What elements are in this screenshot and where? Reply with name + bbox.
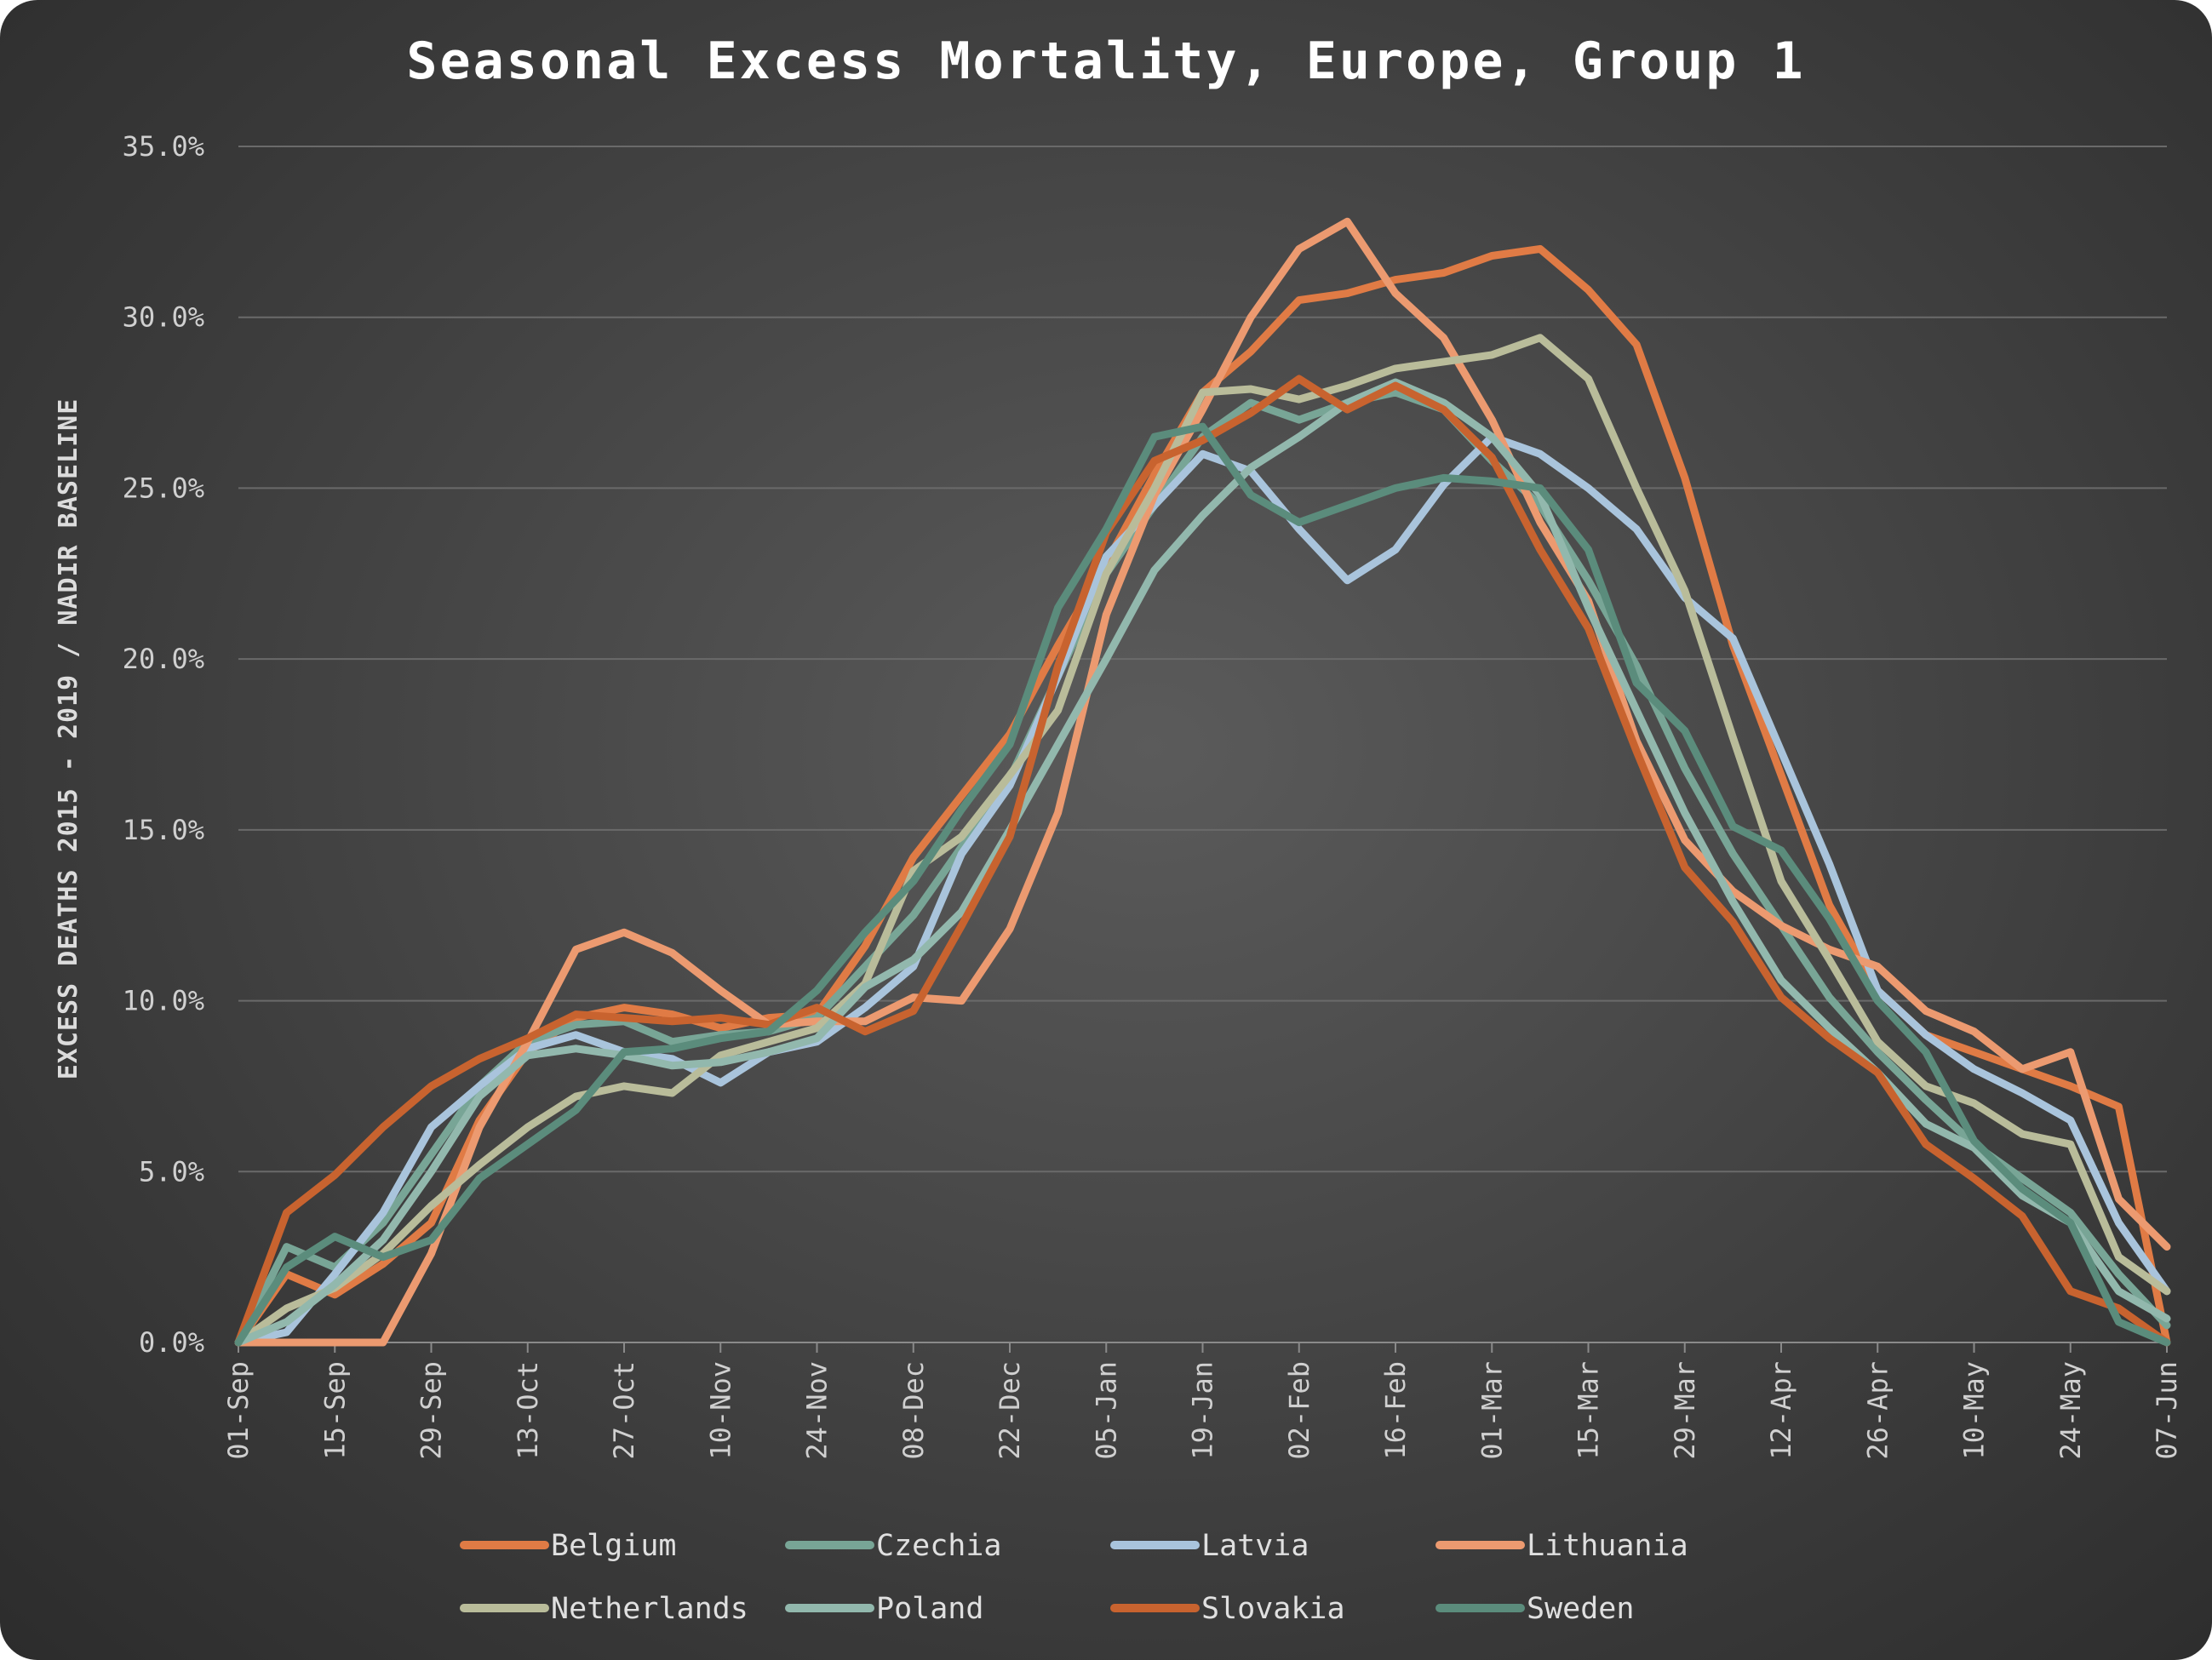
y-tick-label: 15.0% — [123, 814, 204, 846]
grid-lines — [238, 146, 2167, 1343]
x-tick-label: 01-Sep — [222, 1361, 255, 1460]
legend-item-belgium: Belgium — [460, 1529, 677, 1563]
series-line-czechia — [234, 388, 2171, 1347]
series-line-netherlands — [234, 334, 2171, 1347]
legend-label: Latvia — [1201, 1529, 1309, 1563]
legend-item-latvia: Latvia — [1110, 1529, 1309, 1563]
x-tick-label: 05-Jan — [1090, 1361, 1122, 1460]
x-tick-label: 07-Jun — [2151, 1361, 2183, 1460]
legend-item-sweden: Sweden — [1436, 1592, 1634, 1626]
legend-label: Poland — [876, 1592, 983, 1626]
x-tick-label: 19-Jan — [1187, 1361, 1219, 1460]
series-lines — [234, 217, 2171, 1347]
x-tick-label: 02-Feb — [1283, 1361, 1315, 1460]
series-line-lithuania — [234, 217, 2171, 1347]
x-tick-label: 24-Nov — [801, 1361, 834, 1460]
legend-item-czechia: Czechia — [785, 1529, 1002, 1563]
x-tick-label: 13-Oct — [512, 1361, 544, 1460]
legend: Belgium Czechia Latvia Lithuania Netherlands… — [460, 1529, 1688, 1626]
legend-item-netherlands: Netherlands — [460, 1592, 748, 1626]
legend-label: Belgium — [551, 1529, 677, 1563]
x-tick-label: 29-Sep — [415, 1361, 448, 1460]
y-axis-ticks: 0.0% 5.0% 10.0% 15.0% 20.0% 25.0% 30.0% 35.0% — [123, 130, 204, 1359]
y-tick-label: 0.0% — [139, 1326, 204, 1359]
y-tick-label: 10.0% — [123, 985, 204, 1017]
y-tick-label: 25.0% — [123, 472, 204, 504]
legend-label: Czechia — [876, 1529, 1002, 1563]
y-tick-label: 30.0% — [123, 301, 204, 334]
x-tick-label: 16-Feb — [1379, 1361, 1412, 1460]
y-tick-label: 20.0% — [123, 643, 204, 675]
x-tick-label: 08-Dec — [897, 1361, 930, 1460]
x-tick-label: 29-Mar — [1669, 1361, 1701, 1460]
x-tick-label: 24-May — [2054, 1361, 2087, 1460]
x-axis-ticks: 01-Sep 15-Sep 29-Sep 13-Oct 27-Oct 10-Nov 24-N… — [222, 1342, 2183, 1460]
series-line-slovakia — [234, 375, 2171, 1347]
chart-title: Seasonal Excess Mortality, Europe, Group… — [406, 31, 1805, 91]
legend-item-slovakia: Slovakia — [1110, 1592, 1345, 1626]
y-tick-label: 35.0% — [123, 130, 204, 163]
x-tick-label: 15-Mar — [1573, 1361, 1605, 1460]
legend-item-lithuania: Lithuania — [1436, 1529, 1688, 1563]
legend-label: Sweden — [1527, 1592, 1634, 1626]
x-tick-label: 10-May — [1958, 1361, 1991, 1460]
legend-label: Netherlands — [551, 1592, 748, 1626]
x-tick-label: 15-Sep — [318, 1361, 351, 1460]
x-tick-label: 12-Apr — [1765, 1361, 1797, 1460]
legend-label: Slovakia — [1201, 1592, 1345, 1626]
x-tick-label: 22-Dec — [994, 1361, 1026, 1460]
series-line-sweden — [234, 422, 2171, 1347]
y-axis-label: EXCESS DEATHS 2015 - 2019 / NADIR BASELI… — [54, 398, 83, 1080]
series-line-latvia — [234, 432, 2171, 1347]
series-line-poland — [234, 378, 2171, 1347]
x-tick-label: 01-Mar — [1476, 1361, 1508, 1460]
x-tick-label: 10-Nov — [704, 1361, 736, 1460]
x-tick-label: 26-Apr — [1861, 1361, 1894, 1460]
x-tick-label: 27-Oct — [608, 1361, 640, 1460]
legend-label: Lithuania — [1527, 1529, 1688, 1563]
y-tick-label: 5.0% — [139, 1155, 204, 1188]
legend-item-poland: Poland — [785, 1592, 983, 1626]
